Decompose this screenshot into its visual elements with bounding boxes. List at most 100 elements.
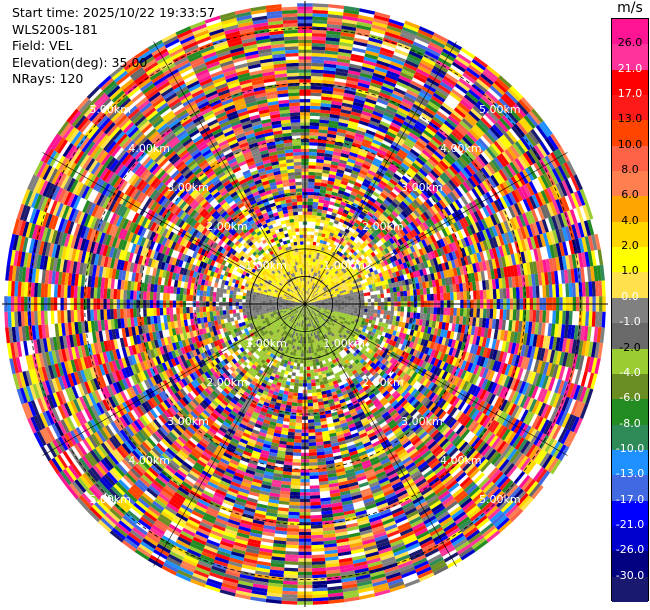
velocity-gate: [411, 162, 421, 171]
velocity-gate: [330, 258, 335, 264]
velocity-gate: [317, 285, 320, 289]
velocity-gate: [427, 236, 434, 245]
velocity-gate: [475, 262, 481, 273]
velocity-gate: [339, 115, 350, 121]
velocity-gate: [488, 237, 496, 249]
velocity-gate: [395, 183, 404, 191]
velocity-gate: [409, 312, 414, 319]
velocity-gate: [315, 280, 318, 284]
velocity-gate: [317, 290, 321, 294]
velocity-gate: [387, 102, 399, 111]
velocity-gate: [526, 250, 533, 263]
velocity-gate: [461, 324, 466, 334]
velocity-gate: [310, 298, 314, 301]
velocity-gate: [341, 177, 350, 183]
velocity-gate: [317, 298, 321, 301]
velocity-gate: [436, 201, 444, 211]
velocity-gate: [312, 290, 316, 294]
velocity-gate: [493, 102, 507, 116]
velocity-gate: [323, 287, 327, 291]
velocity-gate: [360, 293, 364, 297]
velocity-gate: [308, 343, 311, 347]
velocity-gate: [311, 49, 325, 54]
velocity-gate: [531, 146, 542, 161]
velocity-gate: [383, 314, 387, 320]
velocity-gate: [456, 308, 461, 317]
velocity-gate: [319, 260, 323, 265]
velocity-gate: [306, 284, 308, 288]
velocity-gate: [503, 93, 516, 106]
velocity-gate: [315, 162, 324, 167]
velocity-gate: [334, 230, 340, 236]
velocity-gate: [320, 103, 332, 108]
velocity-gate: [379, 204, 387, 211]
velocity-gate: [359, 314, 364, 318]
velocity-gate: [388, 203, 396, 211]
velocity-gate: [333, 148, 342, 153]
velocity-gate: [446, 307, 451, 316]
velocity-gate: [308, 254, 312, 259]
velocity-gate: [415, 35, 431, 45]
velocity-gate: [357, 274, 362, 279]
velocity-gate: [334, 304, 338, 307]
velocity-gate: [318, 229, 323, 234]
velocity-gate: [325, 146, 334, 152]
velocity-gate: [323, 163, 331, 168]
velocity-gate: [447, 260, 453, 270]
velocity-gate: [323, 70, 336, 75]
velocity-gate: [361, 163, 371, 170]
velocity-gate: [581, 236, 588, 253]
velocity-gate: [311, 302, 315, 304]
velocity-gate: [578, 311, 583, 326]
velocity-gate: [314, 304, 319, 306]
velocity-gate: [528, 181, 538, 195]
velocity-gate: [339, 218, 345, 224]
velocity-gate: [536, 347, 543, 361]
velocity-gate: [433, 241, 440, 250]
velocity-gate: [451, 162, 461, 174]
velocity-gate: [420, 59, 435, 69]
velocity-gate: [531, 273, 536, 287]
velocity-gate: [310, 297, 313, 300]
velocity-gate: [318, 132, 328, 137]
velocity-gate: [368, 37, 383, 45]
velocity-gate: [314, 231, 319, 236]
velocity-gate: [330, 229, 336, 234]
velocity-gate: [460, 257, 466, 267]
velocity-gate: [524, 211, 533, 225]
velocity-gate: [412, 271, 418, 278]
velocity-gate: [322, 76, 335, 82]
velocity-gate: [392, 54, 407, 63]
velocity-gate: [457, 230, 464, 240]
velocity-gate: [350, 312, 354, 316]
velocity-gate: [531, 108, 544, 123]
velocity-gate: [315, 288, 319, 292]
velocity-gate: [427, 252, 433, 260]
velocity-gate: [312, 208, 318, 213]
velocity-gate: [368, 267, 374, 273]
velocity-gate: [318, 256, 322, 261]
velocity-gate: [387, 193, 396, 201]
velocity-gate: [408, 83, 422, 92]
velocity-gate: [379, 231, 386, 238]
velocity-gate: [377, 298, 381, 303]
velocity-gate: [517, 240, 524, 253]
velocity-gate: [344, 206, 351, 212]
velocity-gate: [469, 234, 477, 245]
velocity-gate: [352, 289, 357, 293]
velocity-gate: [450, 259, 457, 269]
velocity-gate: [450, 307, 454, 316]
velocity-gate: [462, 316, 467, 326]
velocity-gate: [314, 185, 321, 190]
velocity-gate: [311, 294, 315, 298]
velocity-gate: [467, 245, 473, 256]
velocity-gate: [312, 33, 327, 38]
velocity-gate: [342, 269, 347, 274]
velocity-gate: [486, 308, 490, 319]
velocity-gate: [389, 191, 398, 199]
velocity-gate: [310, 293, 313, 297]
velocity-gate: [351, 188, 360, 194]
velocity-gate: [403, 234, 410, 242]
velocity-gate: [327, 308, 331, 311]
velocity-gate: [351, 107, 363, 114]
